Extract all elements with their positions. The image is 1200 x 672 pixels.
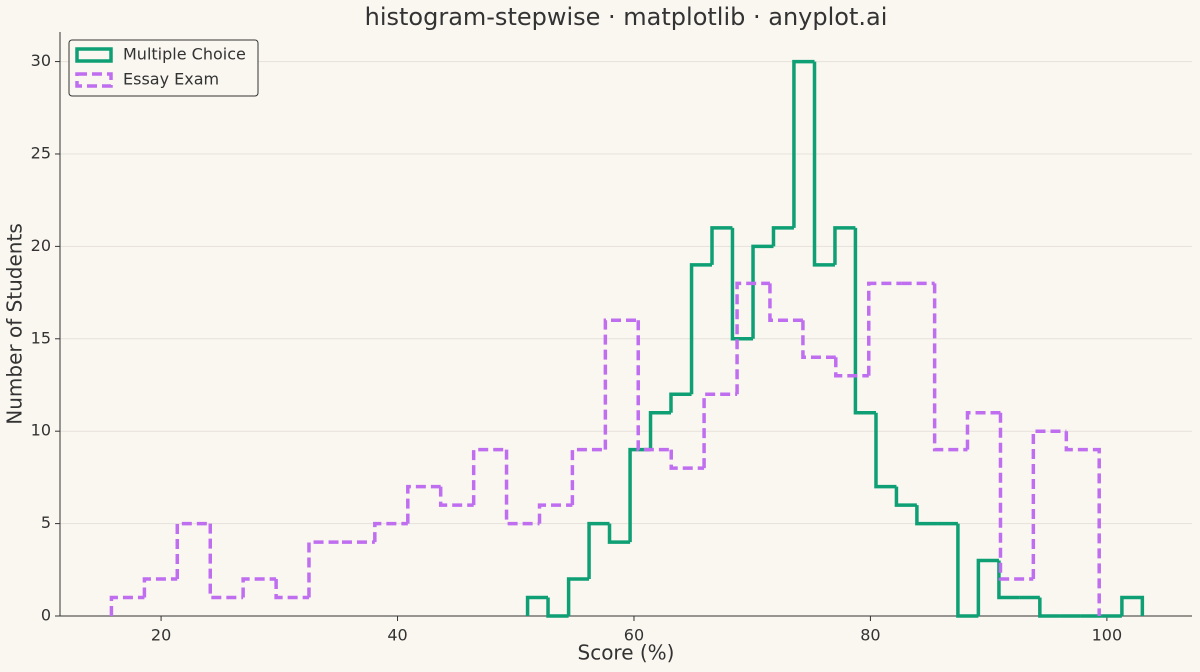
histogram-step: [669, 449, 705, 470]
histogram-step: [648, 410, 671, 450]
histogram-step: [241, 577, 277, 598]
histogram-step: [874, 412, 897, 489]
y-tick-label: 5: [41, 513, 51, 532]
histogram-step: [801, 320, 836, 360]
histogram-step: [997, 560, 1020, 600]
histogram-step: [834, 357, 869, 378]
histogram-step: [965, 410, 1001, 450]
histogram-step: [566, 577, 590, 616]
x-axis-label: Score (%): [578, 641, 675, 665]
x-tick-label: 80: [860, 626, 880, 645]
histogram-step: [894, 486, 917, 507]
y-tick-label: 20: [31, 236, 51, 255]
x-tick-label: 60: [624, 626, 644, 645]
histogram-step: [142, 577, 178, 598]
histogram-step: [932, 283, 968, 452]
histogram-step: [1031, 429, 1067, 580]
histogram-step: [504, 449, 540, 526]
histogram-step: [669, 392, 692, 413]
y-tick-label: 15: [31, 328, 51, 347]
histogram-step: [1038, 597, 1061, 618]
y-axis-label: Number of Students: [3, 223, 27, 424]
histogram-step: [956, 523, 979, 618]
y-tick-label: 25: [31, 143, 51, 162]
histogram-step: [998, 412, 1034, 581]
legend-label: Essay Exam: [123, 70, 219, 89]
histogram-step: [812, 61, 835, 267]
legend-swatch: [75, 47, 113, 63]
histogram-step: [915, 505, 938, 526]
y-tick-label: 0: [41, 606, 51, 625]
histogram-step: [730, 227, 754, 341]
histogram-step: [1064, 431, 1101, 616]
histogram-step: [208, 523, 244, 600]
histogram-step: [603, 318, 639, 450]
histogram-step: [636, 320, 672, 452]
histogram-step: [525, 595, 549, 616]
histogram-step: [768, 283, 803, 323]
histogram-step: [546, 597, 569, 618]
histogram-step: [710, 226, 733, 265]
histogram-step: [1120, 595, 1145, 616]
x-tick-label: 100: [1092, 626, 1123, 645]
histogram-step: [274, 579, 309, 600]
histogram-step: [438, 486, 474, 507]
histogram-step: [607, 523, 631, 544]
histogram-step: [976, 558, 999, 616]
histogram-step: [751, 244, 774, 339]
histogram-step: [689, 263, 713, 395]
legend-box: [68, 39, 259, 97]
histogram-step: [175, 521, 211, 580]
histogram-step: [867, 281, 902, 376]
chart-title: histogram-stepwise · matplotlib · anyplo…: [365, 3, 888, 31]
histogram-step: [771, 226, 794, 247]
histogram-step: [735, 281, 770, 395]
y-tick-label: 30: [31, 51, 51, 70]
histogram-step: [537, 503, 573, 524]
histogram-step: [833, 226, 856, 265]
histogram-step: [792, 59, 815, 228]
histogram-step: [587, 521, 610, 580]
histogram-step: [307, 540, 342, 598]
histogram-step: [471, 447, 507, 506]
y-tick-label: 10: [31, 421, 51, 440]
x-tick-label: 20: [151, 626, 171, 645]
x-tick-label: 40: [387, 626, 407, 645]
histogram-step: [702, 392, 738, 469]
histogram-step: [570, 447, 606, 506]
histogram-step: [406, 484, 441, 524]
legend-label: Multiple Choice: [123, 45, 246, 64]
histogram-step: [109, 595, 145, 616]
histogram-step: [373, 521, 408, 543]
histogram-step: [628, 447, 651, 543]
legend-swatch: [75, 72, 113, 88]
histogram-step: [853, 227, 876, 415]
